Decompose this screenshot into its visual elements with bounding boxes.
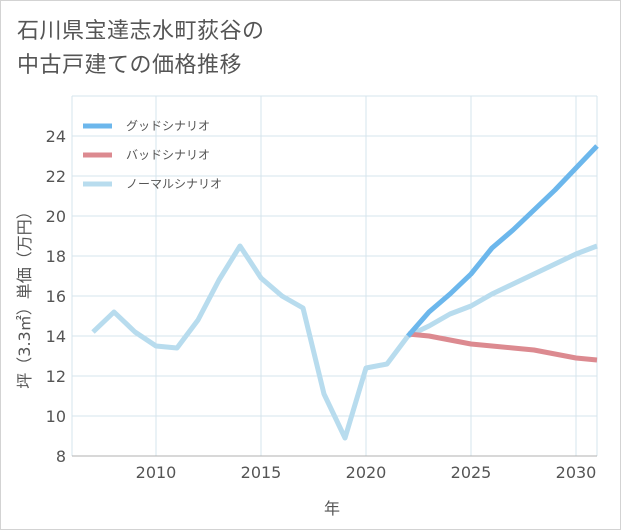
- chart-title-line-1: 石川県宝達志水町荻谷の: [17, 19, 265, 44]
- chart-title-line-2: 中古戸建ての価格推移: [17, 53, 243, 78]
- x-tick-label: 2015: [241, 463, 282, 482]
- y-tick-label: 14: [46, 327, 66, 346]
- chart-title: 石川県宝達志水町荻谷の 中古戸建ての価格推移: [17, 15, 577, 83]
- x-tick-label: 2020: [346, 463, 387, 482]
- series-line-good: [406, 144, 599, 338]
- y-tick-label: 22: [46, 167, 66, 186]
- axes: 8 10 12 14 16 18 20 22 24 2010 2015 2020 2025 2030: [46, 95, 598, 482]
- x-tick-label: 2010: [136, 463, 177, 482]
- x-tick-label: 2025: [451, 463, 492, 482]
- legend-label-good: グッドシナリオ: [126, 119, 210, 133]
- x-tick-label: 2030: [556, 463, 597, 482]
- y-tick-label: 18: [46, 247, 66, 266]
- y-axis-title: 坪（3.3㎡）単価（万円）: [15, 203, 34, 388]
- y-tick-label: 12: [46, 367, 66, 386]
- y-tick-label: 10: [46, 407, 66, 426]
- series-line-normal: [91, 243, 598, 441]
- y-tick-label: 24: [46, 127, 66, 146]
- x-axis-title: 年: [324, 499, 340, 518]
- y-tick-label: 16: [46, 287, 66, 306]
- y-tick-label: 8: [56, 447, 66, 466]
- series-line-bad: [407, 331, 598, 363]
- y-tick-label: 20: [46, 207, 66, 226]
- legend-label-normal: ノーマルシナリオ: [126, 177, 222, 191]
- series: [91, 144, 599, 441]
- legend-label-bad: バッドシナリオ: [126, 148, 210, 162]
